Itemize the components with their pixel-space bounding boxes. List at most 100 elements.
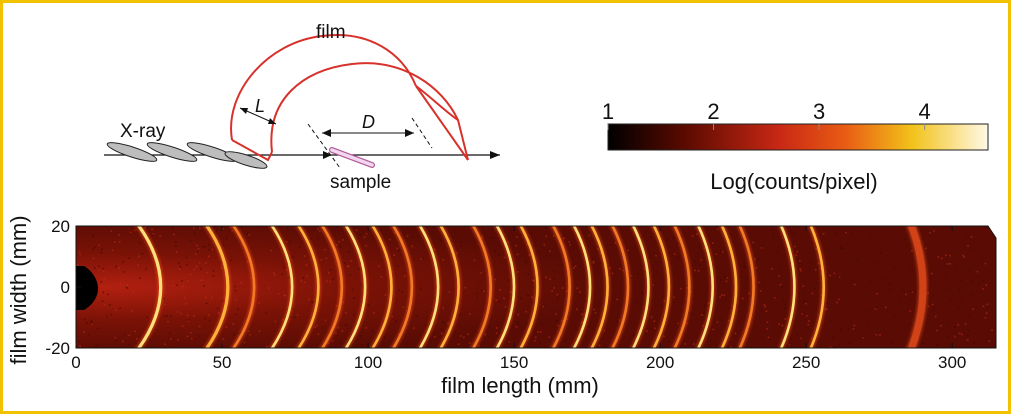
noise-speck <box>986 303 989 306</box>
noise-speck <box>712 242 714 244</box>
diffraction-ring <box>342 226 367 348</box>
noise-speck <box>100 251 102 254</box>
noise-speck <box>922 342 924 345</box>
noise-speck <box>312 301 314 304</box>
noise-speck <box>86 322 88 324</box>
noise-speck <box>345 324 348 326</box>
noise-speck <box>240 281 242 284</box>
noise-speck <box>703 312 705 314</box>
noise-speck <box>122 261 124 263</box>
noise-speck <box>212 248 214 250</box>
noise-speck <box>318 230 321 233</box>
noise-speck <box>752 241 754 244</box>
noise-speck <box>363 236 366 238</box>
noise-speck <box>874 308 877 310</box>
noise-speck <box>123 333 126 336</box>
noise-speck <box>420 288 422 290</box>
noise-speck <box>967 245 969 247</box>
noise-speck <box>180 312 182 315</box>
noise-speck <box>195 265 198 268</box>
noise-speck <box>246 233 248 235</box>
noise-speck <box>716 228 719 231</box>
noise-speck <box>393 254 395 256</box>
noise-speck <box>778 275 780 277</box>
noise-speck <box>653 320 656 322</box>
noise-speck <box>950 226 952 228</box>
noise-speck <box>597 248 599 250</box>
noise-speck <box>981 258 983 260</box>
xray-label: X-ray <box>120 121 166 142</box>
noise-speck <box>94 267 96 270</box>
noise-speck <box>707 302 710 305</box>
noise-speck <box>617 320 619 322</box>
noise-speck <box>234 285 237 288</box>
noise-speck <box>847 328 850 330</box>
noise-speck <box>309 238 312 240</box>
noise-speck <box>758 281 760 284</box>
noise-speck <box>330 269 332 271</box>
noise-speck <box>826 302 828 304</box>
noise-speck <box>98 269 100 272</box>
noise-speck <box>498 254 500 256</box>
noise-speck <box>128 343 131 346</box>
noise-speck <box>531 296 534 299</box>
noise-speck <box>525 261 528 264</box>
noise-speck <box>316 324 318 327</box>
noise-speck <box>679 287 682 290</box>
diffraction-ring <box>650 226 671 348</box>
noise-speck <box>966 335 969 337</box>
noise-speck <box>201 279 204 281</box>
noise-speck <box>921 237 924 240</box>
noise-speck <box>350 260 353 262</box>
noise-speck <box>902 288 905 291</box>
noise-speck <box>151 228 153 231</box>
noise-speck <box>972 308 974 310</box>
diffraction-ring <box>389 226 414 348</box>
noise-speck <box>92 257 95 260</box>
noise-speck <box>600 337 603 340</box>
noise-speck <box>480 272 482 274</box>
noise-speck <box>225 326 228 328</box>
noise-speck <box>835 232 837 234</box>
noise-speck <box>111 249 114 252</box>
noise-speck <box>954 326 956 328</box>
noise-speck <box>969 271 971 273</box>
noise-speck <box>282 319 284 321</box>
noise-speck <box>564 340 567 342</box>
noise-speck <box>568 241 571 243</box>
diffraction-ring <box>808 226 825 348</box>
noise-speck <box>467 333 470 336</box>
noise-speck <box>411 236 413 238</box>
noise-speck <box>320 259 322 261</box>
noise-speck <box>594 312 597 314</box>
noise-speck <box>232 323 234 325</box>
noise-speck <box>900 258 903 260</box>
noise-speck <box>481 235 483 237</box>
detector-border <box>75 225 997 349</box>
diffraction-ring <box>369 226 393 348</box>
noise-speck <box>95 346 97 348</box>
noise-speck <box>234 299 237 301</box>
noise-speck <box>923 246 925 249</box>
noise-speck <box>464 286 467 289</box>
noise-speck <box>191 337 193 340</box>
noise-speck <box>138 255 140 258</box>
noise-speck <box>526 323 528 325</box>
noise-speck <box>216 307 219 310</box>
noise-speck <box>401 291 403 293</box>
noise-speck <box>398 289 400 292</box>
noise-speck <box>213 247 216 250</box>
noise-speck <box>535 253 537 255</box>
noise-speck <box>782 298 784 300</box>
noise-speck <box>365 327 368 329</box>
noise-speck <box>179 266 182 268</box>
diffraction-ring <box>588 226 609 348</box>
noise-speck <box>561 264 564 266</box>
noise-speck <box>931 303 934 306</box>
noise-speck <box>433 226 435 229</box>
noise-speck <box>396 265 399 267</box>
noise-speck <box>754 258 756 261</box>
noise-speck <box>92 248 95 250</box>
noise-speck <box>489 346 492 348</box>
noise-speck <box>163 315 166 317</box>
